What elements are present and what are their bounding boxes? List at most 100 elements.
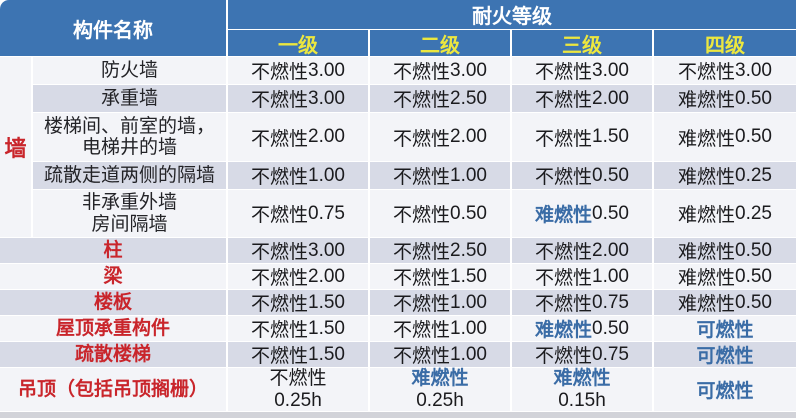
bottom-strip [0,412,796,418]
grade-2-label: 二级 [420,34,460,57]
grade-1-label: 一级 [278,34,318,57]
rating-material: 难燃性 [678,268,736,289]
row-name-roof-bearing: 屋顶承重构件 [0,316,226,341]
rating-duration: 0.75 [308,202,345,224]
row-name-text: 屋顶承重构件 [55,317,170,339]
rating-duration: 0.75 [592,343,629,365]
rating-material: 不燃性 [393,242,451,263]
rating-duration: 0.50 [735,265,772,287]
rating-cell: 不燃性 2.50 [370,85,510,112]
rating-cell: 不燃性 2.00 [370,113,510,161]
rating-cell: 不燃性 2.00 [228,113,368,161]
rating-material: 不燃性 [393,268,451,289]
rating-material: 不燃性 [251,294,309,315]
rating-duration: 0.50 [592,317,629,339]
rating-material: 不燃性 [393,320,451,341]
rating-material: 可燃性 [696,320,754,341]
rating-material: 不燃性 [535,346,593,367]
header-fire-rating: 耐火等级 [228,0,796,29]
rating-cell: 可燃性 [654,368,796,411]
rating-cell: 不燃性 1.50 [228,316,368,341]
rating-cell: 难燃性 0.15h [512,368,652,411]
rating-cell: 不燃性 0.75 [512,342,652,367]
rating-duration: 1.00 [450,317,487,339]
rating-cell: 不燃性 1.00 [370,342,510,367]
rating-material: 不燃性 [251,128,309,150]
rating-material: 不燃性 [251,90,309,111]
rating-material: 不燃性 [535,167,593,188]
rating-duration: 0.25 [735,164,772,186]
rating-cell: 难燃性 0.25 [654,190,796,237]
row-name-text: 吊顶（包括吊顶搁栅） [17,378,208,400]
rating-duration: 3.00 [308,59,345,81]
rating-duration: 1.00 [450,291,487,313]
rating-cell: 难燃性 0.25 [654,162,796,189]
rating-material: 难燃性 [678,167,736,188]
rating-material: 不燃性 [393,346,451,367]
rating-cell: 不燃性 1.50 [228,342,368,367]
rating-material: 不燃性 [535,268,593,289]
rating-duration: 0.50 [592,164,629,186]
rating-duration: 0.50 [450,202,487,224]
rating-material: 不燃性 [535,242,593,263]
rating-material: 难燃性 [678,205,736,226]
row-name-firewall: 防火墙 [33,57,226,84]
rating-duration: 2.00 [592,239,629,261]
rating-duration: 3.00 [308,239,345,261]
rating-duration: 0.50 [592,202,629,224]
rating-duration: 1.00 [308,164,345,186]
rating-duration: 1.50 [308,317,345,339]
header-grade-4: 四级 [654,30,796,57]
wall-group-cell: 墙 [0,57,31,237]
rating-material: 难燃性 [535,205,593,226]
rating-cell: 难燃性 0.50 [512,316,652,341]
rating-duration: 1.00 [450,343,487,365]
row-name-bearing-wall: 承重墙 [33,85,226,112]
row-name-suspended-ceiling: 吊顶（包括吊顶搁栅） [0,368,226,411]
rating-material: 难燃性 [678,90,736,111]
rating-duration: 3.00 [450,59,487,81]
rating-cell: 不燃性 0.25h [228,368,368,411]
rating-material: 不燃性 [251,167,309,188]
row-name-text: 梁 [103,265,123,287]
row-name-text: 疏散走道两侧的隔墙 [43,164,215,186]
rating-material: 不燃性 [393,167,451,188]
rating-cell: 不燃性 0.75 [512,290,652,315]
row-name-line2: 电梯井的墙 [81,137,177,158]
row-name-beam: 梁 [0,264,226,289]
row-name-stairwell-walls: 楼梯间、前室的墙， 电梯井的墙 [33,113,226,161]
rating-cell: 难燃性 0.50 [654,113,796,161]
rating-duration: 0.50 [735,126,772,147]
rating-cell: 不燃性 3.00 [370,57,510,84]
rating-duration: 0.25h [274,389,322,411]
grade-3-label: 三级 [562,34,602,57]
rating-material: 不燃性 [678,62,736,83]
rating-material: 不燃性 [251,205,309,226]
rating-duration: 3.00 [592,59,629,81]
header-grade-2: 二级 [370,30,510,57]
rating-duration: 0.25h [416,389,464,411]
rating-material: 难燃性 [678,294,736,315]
rating-cell: 可燃性 [654,342,796,367]
rating-duration: 0.50 [735,87,772,109]
rating-material: 不燃性 [535,62,593,83]
wall-group-label: 墙 [4,136,27,161]
rating-material: 不燃性 [251,320,309,341]
row-name-corridor-partition: 疏散走道两侧的隔墙 [33,162,226,189]
rating-duration: 0.75 [592,291,629,313]
rating-duration: 0.15h [558,389,606,411]
rating-cell: 不燃性 1.00 [228,162,368,189]
rating-material: 不燃性 [393,205,451,226]
rating-cell: 不燃性 0.75 [228,190,368,237]
rating-material: 不燃性 [393,90,451,111]
rating-material: 不燃性 [535,90,593,111]
row-name-line2: 房间隔墙 [91,213,168,235]
rating-cell: 难燃性 0.50 [654,264,796,289]
rating-cell: 不燃性 2.00 [512,238,652,263]
row-name-nonbearing-walls: 非承重外墙 房间隔墙 [33,190,226,237]
rating-cell: 难燃性 0.50 [654,290,796,315]
rating-material: 不燃性 [393,294,451,315]
rating-cell: 不燃性 1.00 [370,290,510,315]
rating-cell: 不燃性 1.00 [512,264,652,289]
